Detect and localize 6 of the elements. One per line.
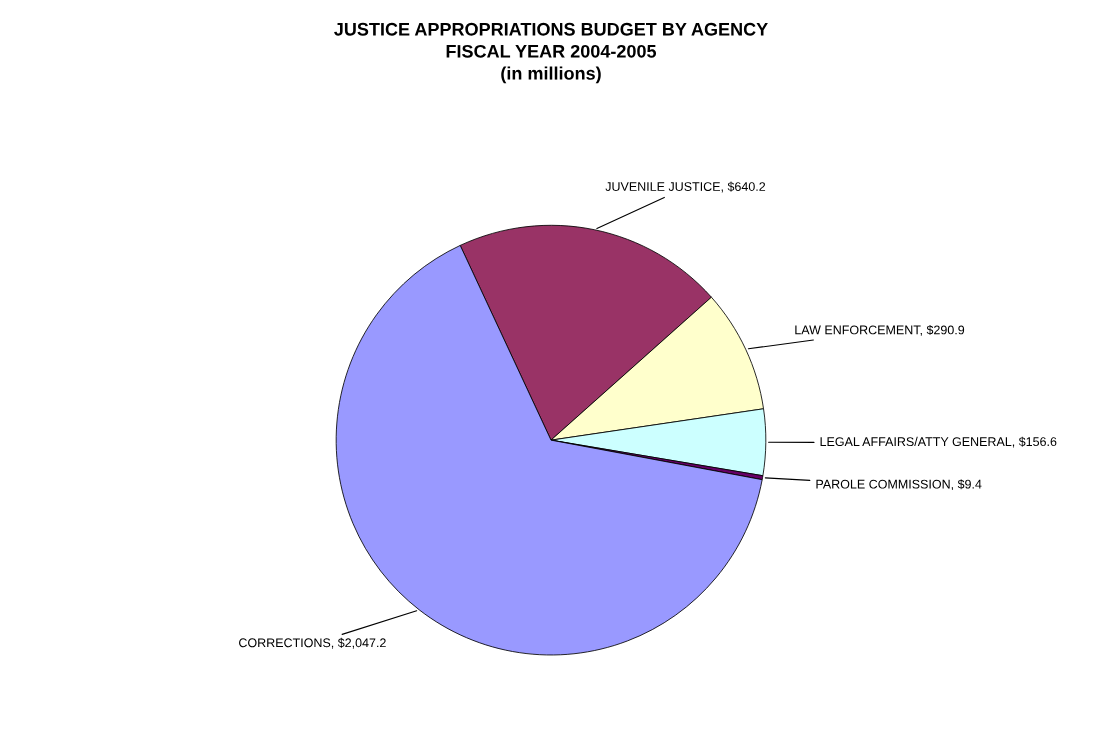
slice-label: JUVENILE JUSTICE, $640.2 xyxy=(605,181,766,193)
slice-label: LAW ENFORCEMENT, $290.9 xyxy=(795,324,965,336)
chart-title: JUSTICE APPROPRIATIONS BUDGET BY AGENCY FISCAL YEAR 2004-2005 (in millions) xyxy=(334,22,768,84)
slice-label: PAROLE COMMISSION, $9.4 xyxy=(816,479,982,491)
slice-label: LEGAL AFFAIRS/ATTY GENERAL, $156.6 xyxy=(820,436,1057,448)
slice-label: CORRECTIONS, $2,047.2 xyxy=(239,637,386,649)
